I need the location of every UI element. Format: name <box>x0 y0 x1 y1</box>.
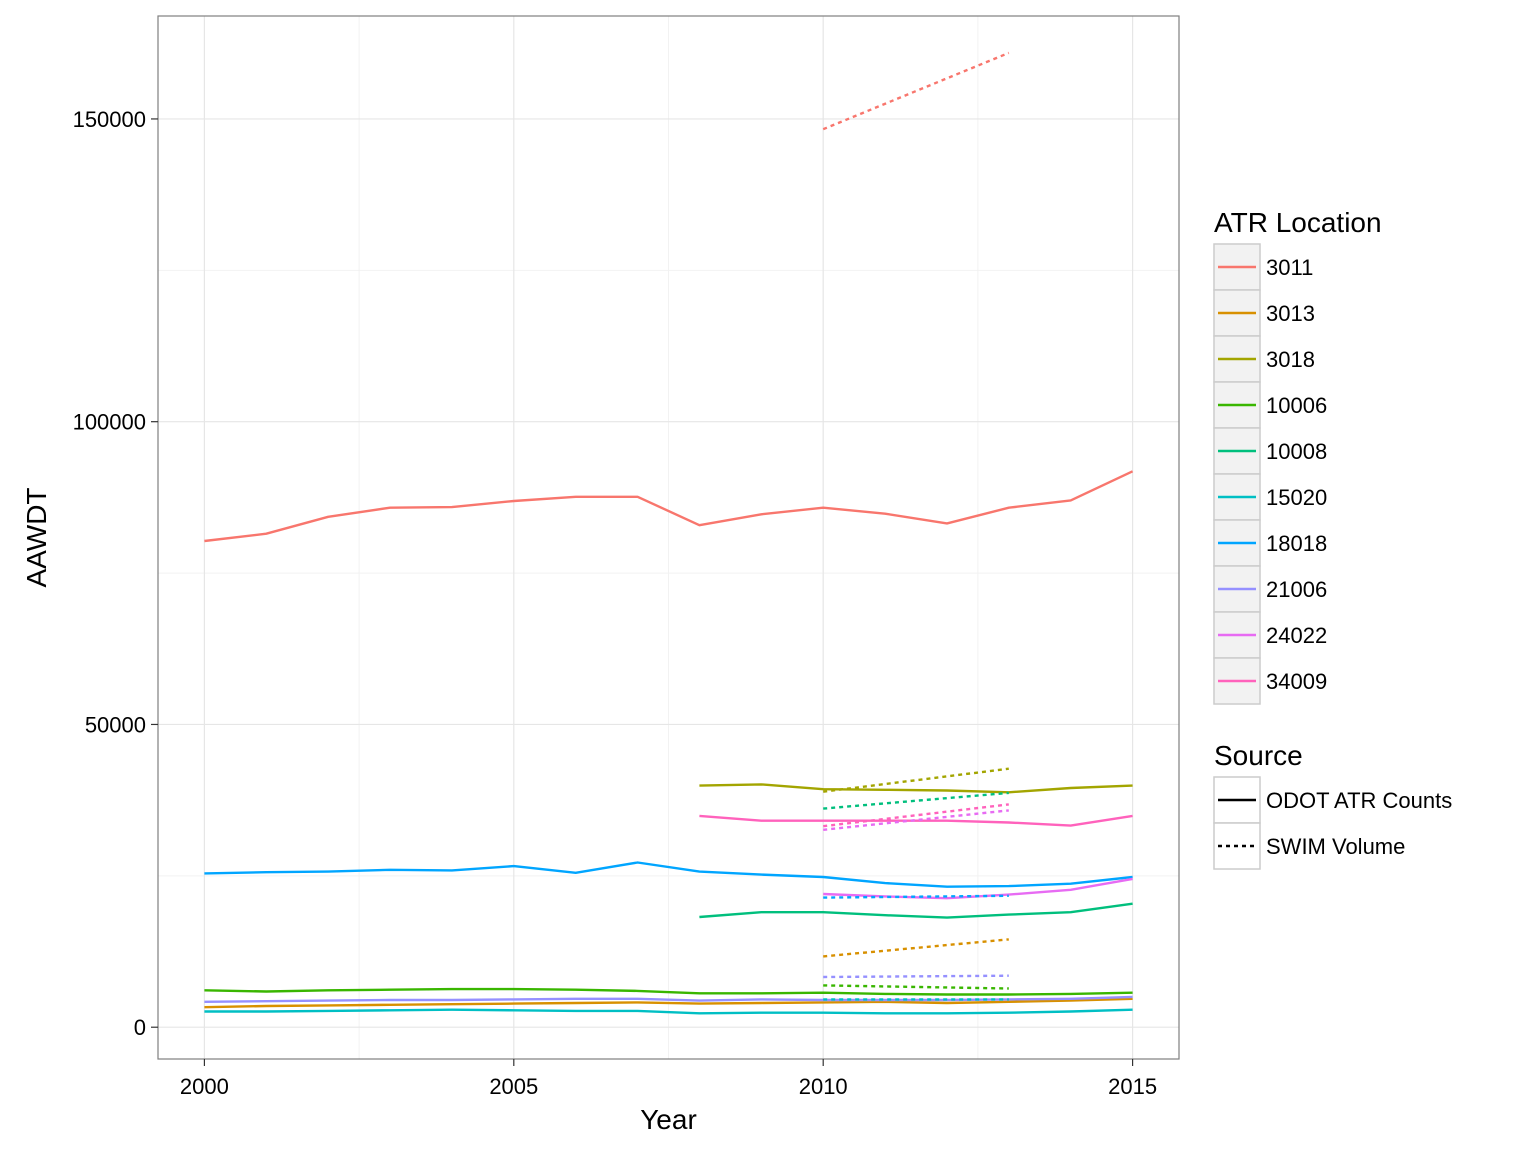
legend-label: 10006 <box>1266 393 1327 418</box>
plot-border <box>157 15 1180 1060</box>
series-line-3018-swim <box>823 767 1009 793</box>
series-line-3013-swim <box>823 938 1009 958</box>
series-line-10008-odot <box>699 902 1133 919</box>
legend-title-source: Source <box>1214 740 1303 771</box>
y-axis-title: AAWDT <box>21 487 52 587</box>
legend-label: 24022 <box>1266 623 1327 648</box>
series-line-34009-swim <box>823 803 1009 828</box>
legend-label: 18018 <box>1266 531 1327 556</box>
legend-label: 3013 <box>1266 301 1315 326</box>
y-tick-label: 0 <box>134 1015 146 1040</box>
series-line-3013-odot <box>204 997 1133 1009</box>
x-tick-label: 2010 <box>799 1074 848 1099</box>
legend-label: 3018 <box>1266 347 1315 372</box>
legend-label: ODOT ATR Counts <box>1266 788 1452 813</box>
series-line-10008-swim <box>823 791 1009 810</box>
y-tick-label: 150000 <box>73 107 146 132</box>
series-line-34009-odot <box>699 814 1133 827</box>
x-axis-title: Year <box>640 1104 697 1135</box>
series-line-3011-swim <box>822 51 1010 131</box>
series-line-21006-swim <box>823 974 1009 979</box>
x-tick-label: 2015 <box>1108 1074 1157 1099</box>
x-tick-label: 2000 <box>180 1074 229 1099</box>
y-tick-label: 50000 <box>85 712 146 737</box>
series-line-24022-swim <box>823 809 1009 831</box>
legend-label: 21006 <box>1266 577 1327 602</box>
plot-frame <box>157 15 1180 1060</box>
legend-label: SWIM Volume <box>1266 834 1405 859</box>
series-line-18018-odot <box>204 861 1133 888</box>
gridlines <box>158 16 1179 1059</box>
legend-label: 34009 <box>1266 669 1327 694</box>
series-line-15020-odot <box>204 1008 1133 1015</box>
legend-label: 10008 <box>1266 439 1327 464</box>
series-line-3011-odot <box>204 470 1134 543</box>
series-line-18018-swim <box>823 894 1009 899</box>
axes: 2000 2005 2010 2015 0 50000 100000 150000 Year AA… <box>21 107 1157 1135</box>
legend-label: 15020 <box>1266 485 1327 510</box>
legend-title-location: ATR Location <box>1214 207 1382 238</box>
legend: ATR Location 3011 3013 3018 10006 10008 15020 1… <box>1213 207 1452 870</box>
series-line-3018-odot <box>699 783 1133 794</box>
series-line-10006-odot <box>204 987 1133 996</box>
x-tick-label: 2005 <box>489 1074 538 1099</box>
legend-label: 3011 <box>1266 255 1313 280</box>
series-lines <box>204 51 1134 1015</box>
y-tick-label: 100000 <box>73 410 146 435</box>
series-line-10006-swim <box>823 984 1009 990</box>
